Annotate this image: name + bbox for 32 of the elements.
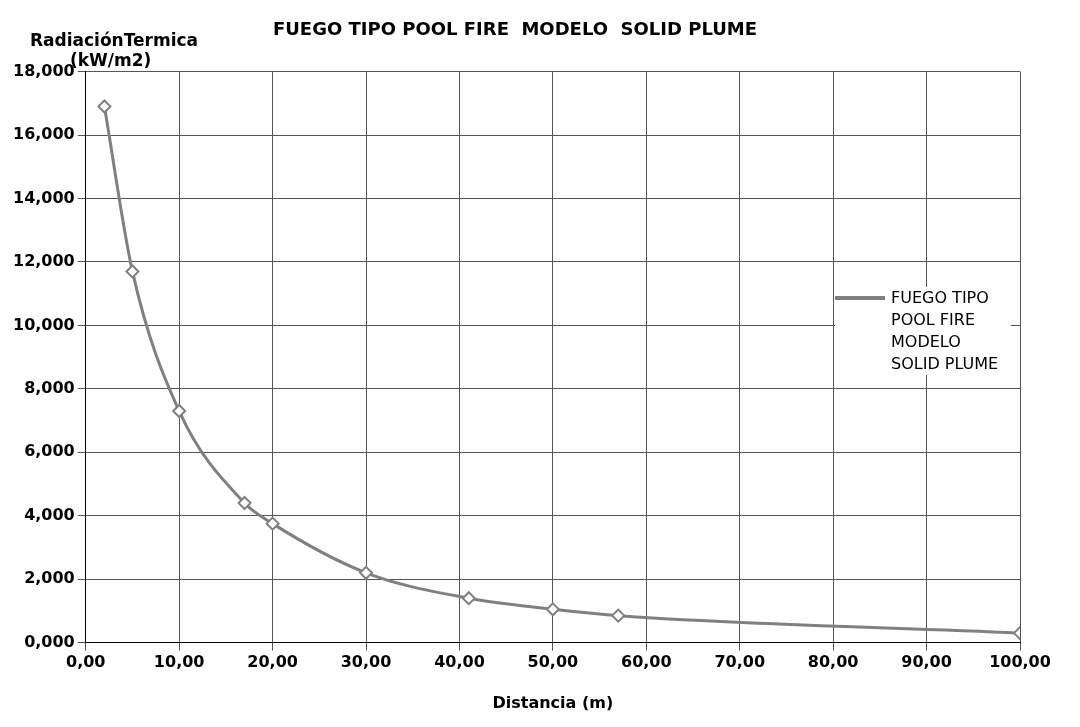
y-tick-label: 0,000 <box>24 631 75 651</box>
x-tick-label: 10,00 <box>153 652 205 672</box>
y-tick-label: 16,000 <box>12 124 75 144</box>
point <box>359 565 374 580</box>
y-tick-label: 2,000 <box>24 568 75 588</box>
point <box>172 404 187 419</box>
x-tick-label: 100,00 <box>989 652 1051 672</box>
y-tick-label: 10,000 <box>12 314 75 334</box>
x-tick-label: 40,00 <box>434 652 485 672</box>
point <box>461 591 476 606</box>
point <box>125 264 140 279</box>
x-axis-title: Distancia (m) <box>492 692 614 712</box>
x-tick-label: 50,00 <box>527 652 579 672</box>
y-tick-label: 12,000 <box>12 251 75 271</box>
x-tick-label: 0,00 <box>66 652 106 672</box>
point <box>545 602 560 617</box>
x-tick-label: 70,00 <box>714 652 766 672</box>
x-tick-label: 20,00 <box>247 652 298 672</box>
y-tick-label: 6,000 <box>24 441 75 461</box>
x-tick-label: 30,00 <box>340 652 392 672</box>
x-tick-label: 90,00 <box>901 652 952 672</box>
y-tick-label: 14,000 <box>12 187 75 207</box>
point <box>265 516 280 531</box>
point <box>611 608 626 623</box>
point <box>237 496 252 511</box>
y-tick-label: 8,000 <box>24 377 75 397</box>
chart-title: FUEGO TIPO POOL FIRE MODELO SOLID PLUME <box>272 18 758 40</box>
y-tick-label: 4,000 <box>24 504 75 524</box>
x-tick-label: 80,00 <box>807 652 859 672</box>
legend-label: FUEGO TIPO POOL FIRE MODELO SOLID PLUME <box>891 287 1000 376</box>
point <box>97 99 112 114</box>
x-tick-label: 60,00 <box>620 652 672 672</box>
